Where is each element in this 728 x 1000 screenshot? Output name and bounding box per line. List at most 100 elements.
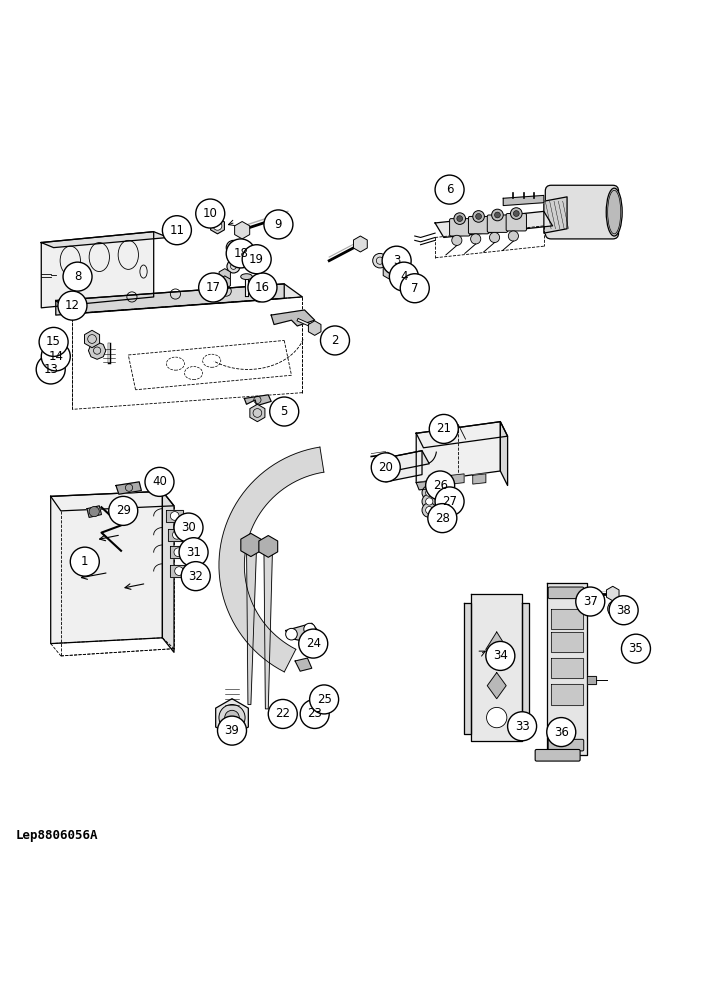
- Text: 28: 28: [435, 512, 450, 525]
- Circle shape: [373, 253, 387, 268]
- FancyBboxPatch shape: [535, 749, 580, 761]
- Text: 38: 38: [617, 604, 631, 617]
- Circle shape: [426, 498, 433, 505]
- Text: 5: 5: [280, 405, 288, 418]
- Circle shape: [179, 538, 208, 567]
- Text: 6: 6: [446, 183, 454, 196]
- Polygon shape: [170, 546, 186, 558]
- Polygon shape: [116, 482, 141, 494]
- Polygon shape: [416, 422, 507, 448]
- Polygon shape: [551, 684, 583, 705]
- Polygon shape: [41, 232, 154, 308]
- Polygon shape: [295, 658, 312, 671]
- Text: 14: 14: [48, 350, 63, 363]
- Polygon shape: [56, 284, 284, 315]
- Circle shape: [389, 262, 419, 291]
- Circle shape: [36, 355, 66, 384]
- Circle shape: [400, 274, 430, 303]
- Circle shape: [175, 567, 183, 575]
- Ellipse shape: [241, 274, 253, 280]
- Polygon shape: [56, 284, 302, 314]
- Circle shape: [371, 453, 400, 482]
- Circle shape: [389, 462, 395, 468]
- FancyBboxPatch shape: [545, 185, 619, 239]
- Circle shape: [264, 210, 293, 239]
- Text: 33: 33: [515, 720, 529, 733]
- Polygon shape: [464, 603, 471, 734]
- Text: 31: 31: [186, 546, 201, 559]
- Text: 10: 10: [203, 207, 218, 220]
- Circle shape: [452, 235, 462, 245]
- Text: 39: 39: [224, 724, 240, 737]
- Circle shape: [170, 512, 179, 520]
- Text: Lep8806056A: Lep8806056A: [16, 829, 98, 842]
- Circle shape: [41, 342, 71, 371]
- Polygon shape: [472, 474, 486, 484]
- Circle shape: [174, 513, 203, 542]
- Circle shape: [384, 452, 390, 458]
- Circle shape: [576, 587, 605, 616]
- Text: 17: 17: [205, 281, 221, 294]
- Circle shape: [382, 246, 411, 275]
- Circle shape: [508, 231, 518, 241]
- Circle shape: [162, 216, 191, 245]
- FancyBboxPatch shape: [548, 739, 584, 751]
- Circle shape: [309, 685, 339, 714]
- Circle shape: [547, 718, 576, 747]
- Polygon shape: [416, 422, 500, 483]
- Circle shape: [227, 260, 240, 273]
- Polygon shape: [41, 232, 168, 248]
- Polygon shape: [386, 451, 430, 471]
- Text: 40: 40: [152, 475, 167, 488]
- Circle shape: [219, 705, 245, 731]
- Polygon shape: [544, 197, 567, 233]
- Polygon shape: [51, 491, 162, 644]
- Text: 4: 4: [400, 270, 408, 283]
- Circle shape: [622, 634, 650, 663]
- Text: 20: 20: [379, 461, 393, 474]
- Circle shape: [298, 629, 328, 658]
- Text: 30: 30: [181, 521, 196, 534]
- Circle shape: [58, 291, 87, 320]
- Circle shape: [304, 623, 315, 635]
- Polygon shape: [471, 594, 522, 741]
- FancyBboxPatch shape: [468, 216, 488, 234]
- Polygon shape: [168, 529, 185, 541]
- Circle shape: [269, 397, 298, 426]
- Text: 32: 32: [189, 570, 203, 583]
- Polygon shape: [264, 544, 272, 709]
- Circle shape: [426, 507, 433, 514]
- Polygon shape: [51, 491, 174, 511]
- Ellipse shape: [606, 188, 622, 236]
- Circle shape: [387, 457, 392, 463]
- Circle shape: [226, 239, 256, 268]
- Circle shape: [609, 596, 638, 625]
- Polygon shape: [486, 632, 507, 667]
- Circle shape: [510, 208, 522, 219]
- Circle shape: [470, 234, 480, 244]
- Circle shape: [71, 547, 99, 576]
- Circle shape: [39, 327, 68, 356]
- Circle shape: [435, 487, 464, 516]
- Circle shape: [174, 548, 183, 557]
- Polygon shape: [240, 253, 261, 265]
- Polygon shape: [271, 310, 314, 326]
- Circle shape: [248, 273, 277, 302]
- Polygon shape: [487, 673, 506, 699]
- Polygon shape: [245, 395, 271, 406]
- Circle shape: [457, 216, 462, 222]
- FancyBboxPatch shape: [506, 214, 526, 231]
- Polygon shape: [87, 506, 101, 517]
- Circle shape: [213, 222, 222, 230]
- Text: 13: 13: [43, 363, 58, 376]
- Text: 12: 12: [65, 299, 80, 312]
- FancyBboxPatch shape: [450, 219, 470, 236]
- Text: 27: 27: [442, 495, 457, 508]
- Circle shape: [320, 326, 349, 355]
- Polygon shape: [587, 676, 596, 684]
- Text: 36: 36: [554, 726, 569, 739]
- Polygon shape: [551, 632, 583, 652]
- Text: 15: 15: [46, 335, 61, 348]
- Circle shape: [225, 710, 240, 725]
- Ellipse shape: [608, 190, 621, 234]
